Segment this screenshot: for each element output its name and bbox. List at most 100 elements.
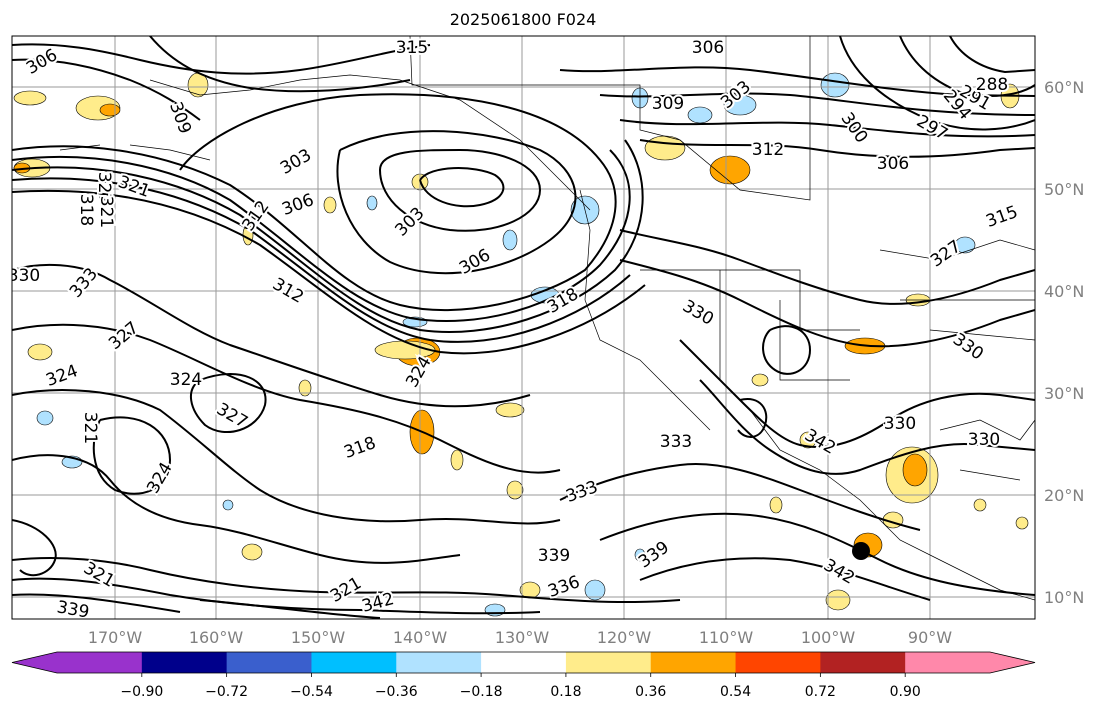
contour-line: [599, 512, 1035, 596]
contour-line: [12, 519, 57, 577]
boundary-line: [149, 74, 591, 211]
lat-tick-label: 50°N: [1044, 180, 1084, 199]
shaded-region: [222, 499, 234, 511]
contour-label: 309: [652, 94, 684, 114]
map-frame: [11, 35, 1036, 620]
contour-line: [12, 323, 561, 474]
colorbar-tick-label: 0.72: [805, 684, 836, 700]
longitude-ticks: 170°W 160°W 150°W 140°W 130°W 120°W 110°W 100°W…: [88, 628, 952, 647]
contour-label: 333: [660, 432, 692, 452]
latitude-ticks: 60°N 50°N 40°N 30°N 20°N 10°N: [1044, 78, 1084, 607]
colorbar: −0.90 −0.72 −0.54 −0.36 −0.18 0.18 0.36 0.54 0.7…: [11, 651, 1036, 700]
contour-line: [949, 36, 1035, 74]
contour-line: [190, 373, 267, 434]
shaded-region: [506, 480, 524, 500]
colorbar-tick-label: 0.90: [890, 684, 921, 700]
boundary-line: [749, 409, 1035, 601]
contour-line: [12, 43, 431, 75]
contour-line: [12, 263, 531, 408]
contour-line: [619, 259, 1035, 348]
contour-line: [12, 149, 631, 322]
shaded-region: [687, 106, 713, 124]
shaded-region: [825, 589, 851, 611]
colorbar-segment: [820, 652, 906, 673]
shaded-region: [374, 340, 436, 360]
contour-line: [149, 36, 411, 93]
lon-tick-label: 100°W: [801, 628, 856, 647]
contour-line: [639, 139, 1035, 158]
colorbar-segment: [396, 652, 482, 673]
shaded-region: [323, 196, 337, 214]
contour-line: [12, 454, 461, 564]
shaded-region: [751, 373, 769, 387]
contour-label: 324: [170, 370, 202, 390]
shaded-region: [36, 410, 54, 426]
shaded-region: [13, 90, 47, 106]
colorbar-tick-label: −0.72: [205, 684, 248, 700]
lon-tick-label: 160°W: [189, 628, 244, 647]
contour-line: [599, 92, 1035, 116]
map-background: [12, 36, 1035, 619]
contour-line: [679, 339, 1035, 449]
colorbar-outline: [11, 651, 1036, 674]
lat-tick-label: 20°N: [1044, 486, 1084, 505]
contour-line: [899, 36, 1035, 97]
colorbar-tick-label: −0.36: [375, 684, 418, 700]
contour-line: [12, 58, 201, 121]
colorbar-tick-label: −0.90: [120, 684, 163, 700]
contour-line: [419, 167, 505, 208]
lat-tick-label: 10°N: [1044, 588, 1084, 607]
colorbar-segment: [735, 652, 821, 673]
location-marker: [852, 542, 870, 560]
height-contours: [12, 36, 1035, 619]
contour-label: 321: [80, 412, 100, 444]
shaded-region: [495, 402, 525, 418]
shaded-region: [519, 581, 541, 599]
shaded-region: [973, 498, 987, 512]
contour-line: [12, 177, 631, 343]
contour-label: 288: [976, 75, 1008, 95]
colorbar-tick-label: 0.18: [550, 684, 581, 700]
shaded-region: [634, 548, 646, 562]
contour-line: [336, 130, 577, 275]
colorbar-segment: [57, 652, 143, 673]
colorbar-segment: [311, 652, 397, 673]
contour-line: [559, 66, 1035, 97]
lon-tick-label: 110°W: [699, 628, 754, 647]
colorbar-extend-low: [12, 652, 57, 673]
colorbar-tick-label: −0.54: [290, 684, 333, 700]
shaded-region: [902, 453, 928, 487]
contour-label: 321: [96, 196, 116, 228]
contour-line: [12, 189, 646, 355]
shaded-region: [723, 94, 757, 116]
colorbar-tick-label: −0.18: [460, 684, 503, 700]
contour-line: [12, 593, 381, 619]
contour-line: [762, 325, 812, 375]
shaded-region: [450, 449, 464, 471]
boundary-line: [939, 419, 1035, 481]
shaded-region: [502, 229, 518, 251]
contour-line: [92, 416, 172, 495]
shaded-region: [954, 236, 976, 254]
shaded-region: [1015, 516, 1029, 530]
contour-line: [379, 148, 542, 232]
lon-tick-label: 170°W: [88, 628, 143, 647]
contour-line: [839, 36, 1035, 131]
shaded-region: [27, 343, 53, 361]
contour-line: [619, 229, 1035, 305]
lon-tick-label: 150°W: [291, 628, 346, 647]
contour-line: [737, 398, 768, 438]
contour-line: [12, 389, 561, 525]
boundary-line: [409, 36, 811, 201]
lat-tick-label: 40°N: [1044, 282, 1084, 301]
contour-label: 330: [8, 266, 40, 286]
contour-label: 306: [877, 154, 909, 174]
shaded-region: [584, 579, 606, 601]
contour-line: [699, 379, 1035, 475]
contour-label: 339: [538, 546, 570, 566]
boundary-line: [879, 239, 1035, 341]
colorbar-tick-label: 0.36: [635, 684, 666, 700]
contour-label: 312: [752, 140, 784, 160]
contour-label: 330: [968, 430, 1000, 450]
lon-tick-label: 140°W: [393, 628, 448, 647]
